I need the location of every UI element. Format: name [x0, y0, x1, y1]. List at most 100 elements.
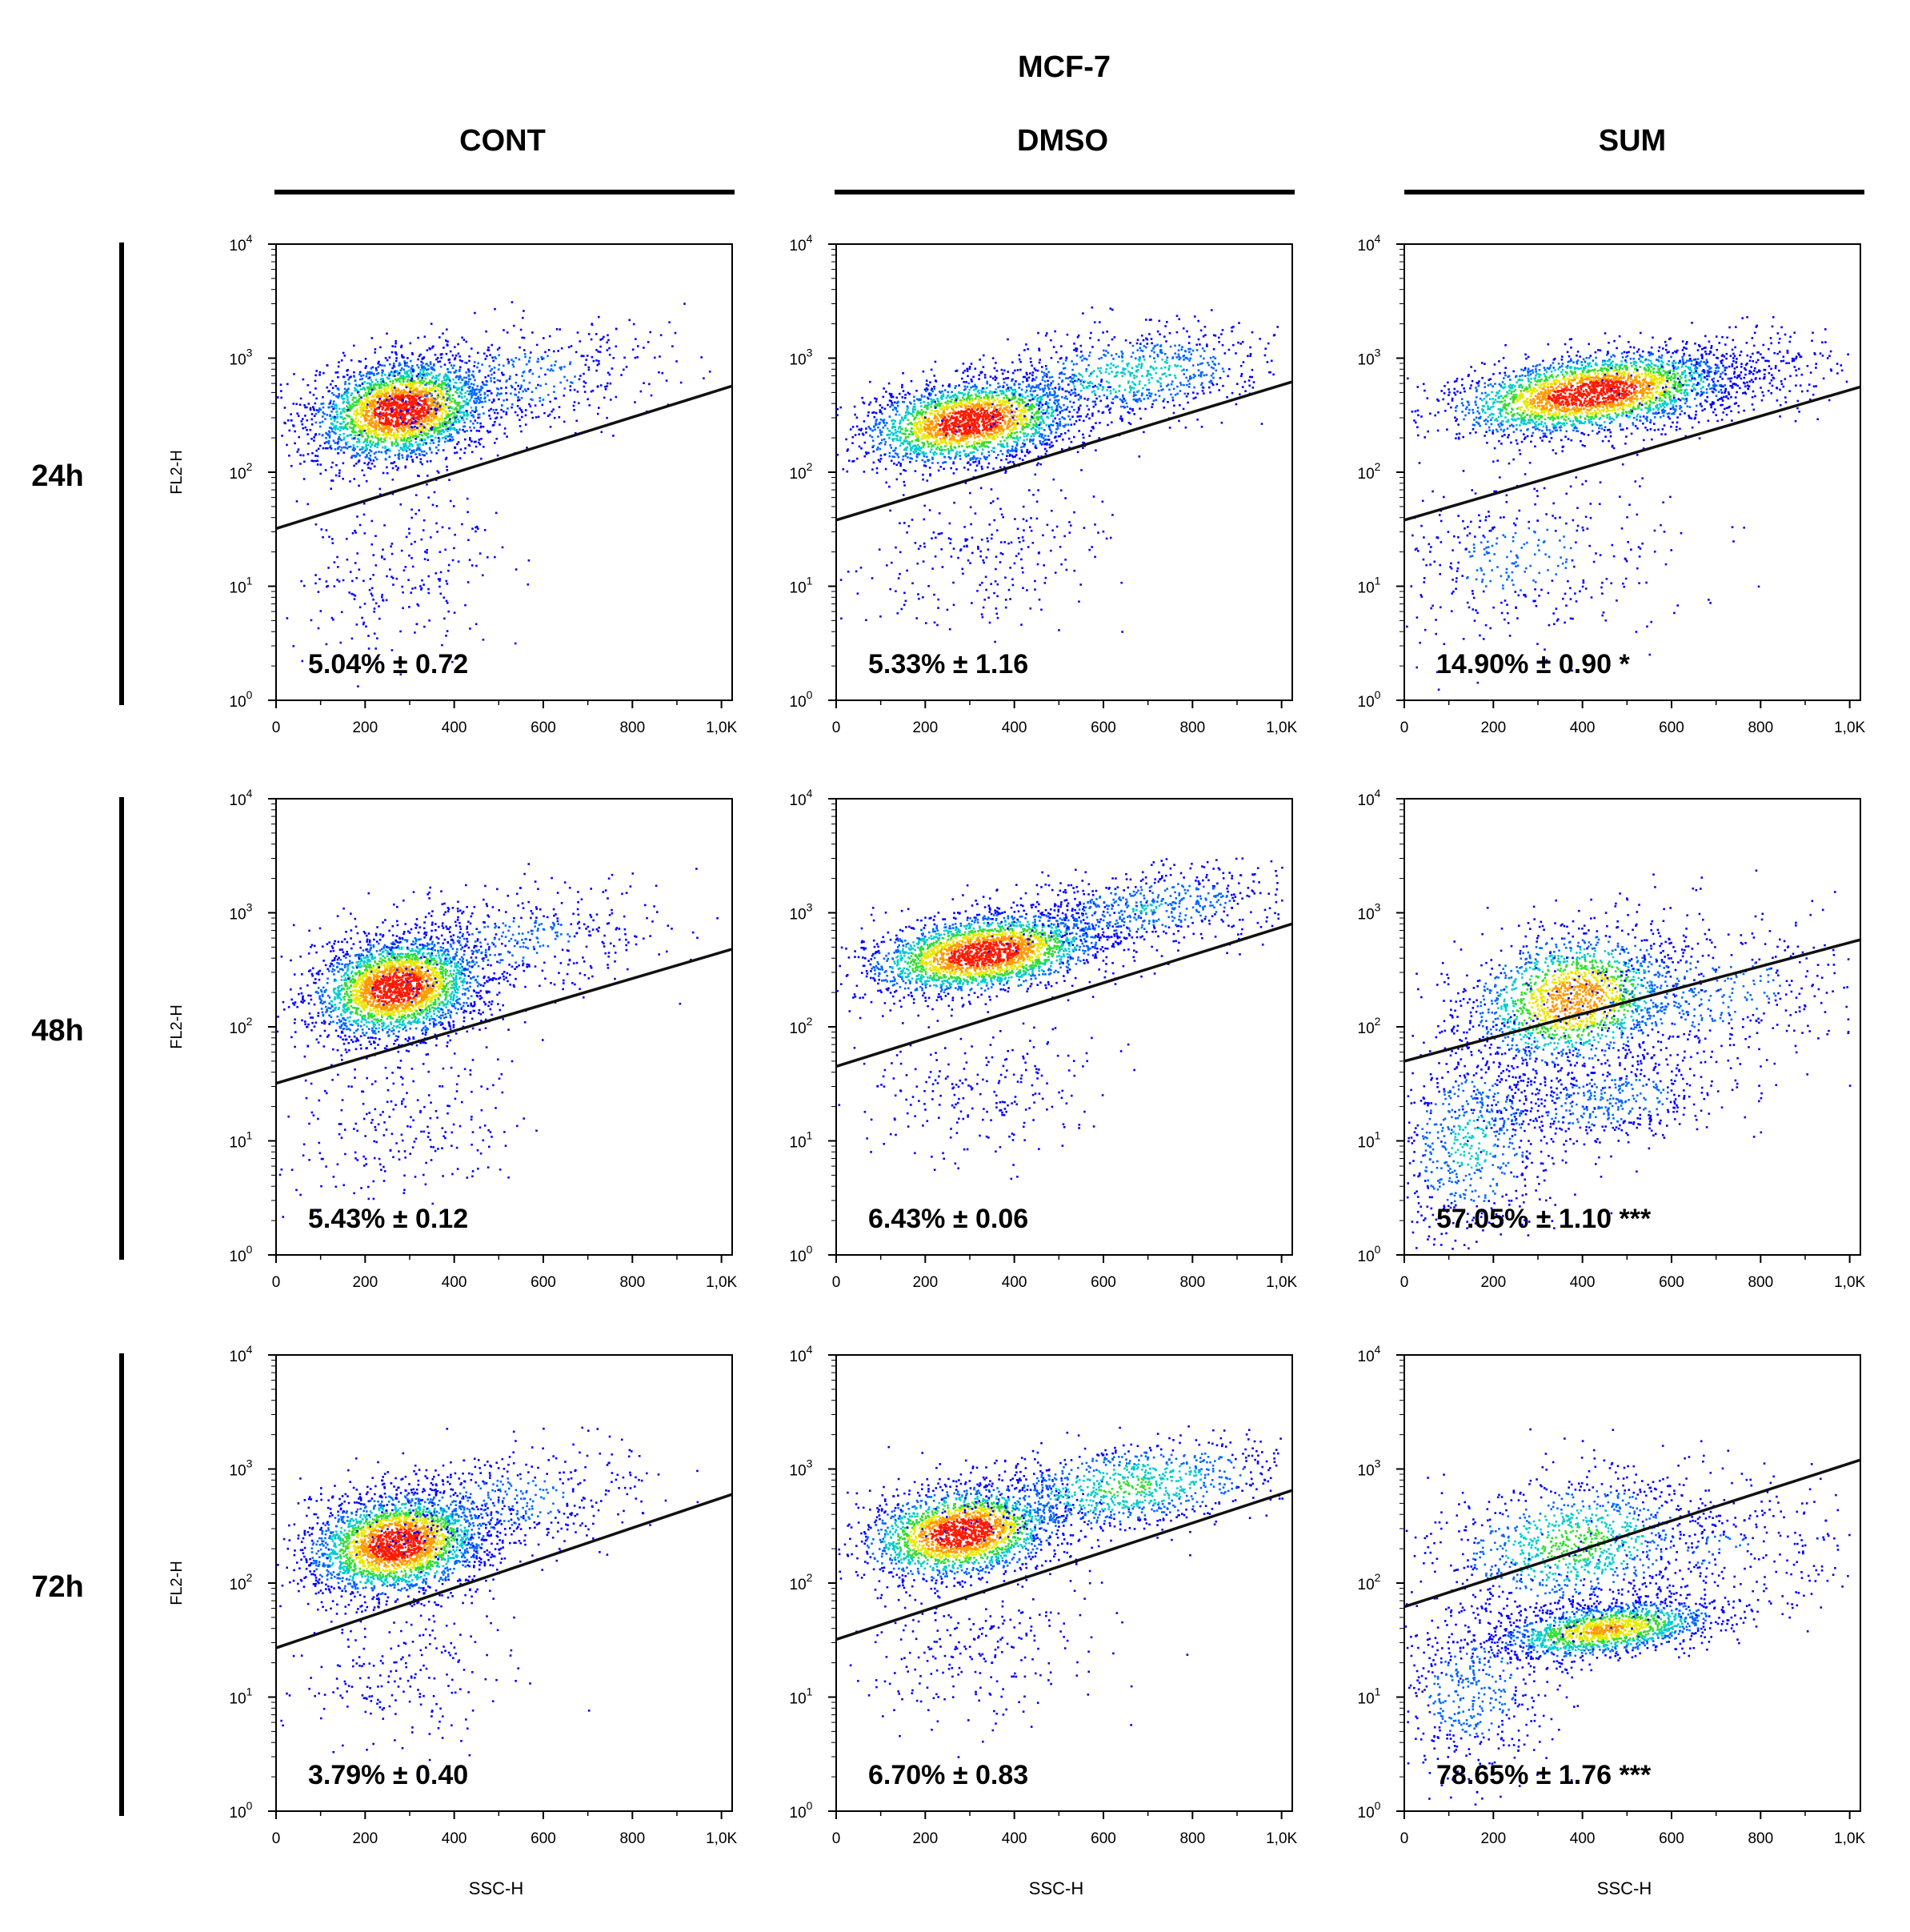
data-point: [455, 409, 458, 411]
data-point: [382, 378, 384, 381]
data-point: [379, 439, 382, 441]
data-point: [369, 446, 372, 448]
data-point: [477, 362, 479, 365]
data-point: [319, 472, 322, 475]
data-point: [354, 421, 357, 424]
data-point: [851, 426, 855, 428]
data-point: [346, 391, 350, 394]
data-point: [372, 421, 374, 424]
data-point: [446, 390, 448, 393]
data-point: [517, 396, 519, 399]
data-point: [355, 455, 358, 457]
data-point: [358, 429, 362, 432]
data-point: [524, 355, 527, 359]
data-point: [462, 404, 465, 407]
data-point: [328, 403, 330, 406]
data-point: [511, 359, 513, 361]
data-point: [904, 415, 907, 418]
data-point: [422, 356, 426, 359]
data-point: [390, 552, 394, 555]
data-point: [379, 411, 382, 414]
data-point: [367, 399, 370, 403]
data-point: [346, 374, 349, 376]
data-point: [406, 455, 409, 459]
data-point: [354, 387, 356, 390]
data-point: [411, 431, 414, 435]
data-point: [975, 427, 979, 430]
data-point: [412, 380, 414, 383]
data-point: [407, 419, 410, 422]
data-point: [404, 395, 407, 398]
data-point: [369, 459, 372, 462]
data-point: [421, 429, 423, 432]
data-point: [362, 409, 365, 412]
data-point: [390, 371, 393, 373]
data-point: [349, 571, 352, 573]
data-point: [439, 418, 442, 420]
data-point: [386, 433, 389, 435]
data-point: [418, 385, 421, 387]
data-point: [314, 459, 317, 463]
data-point: [338, 580, 341, 583]
data-point: [432, 364, 435, 367]
data-point: [358, 378, 362, 381]
data-point: [410, 395, 414, 398]
data-point: [570, 381, 572, 383]
data-point: [417, 604, 420, 607]
data-point: [446, 583, 449, 585]
data-point: [368, 419, 370, 422]
data-point: [952, 432, 955, 435]
data-point: [988, 392, 991, 395]
data-point: [429, 363, 432, 366]
data-point: [333, 427, 335, 430]
data-point: [363, 405, 366, 408]
data-point: [330, 423, 333, 425]
data-point: [396, 387, 399, 390]
data-point: [471, 527, 474, 530]
data-point: [1015, 447, 1017, 449]
data-point: [383, 403, 386, 405]
data-point: [891, 438, 895, 441]
data-point: [1056, 425, 1059, 427]
data-point: [393, 387, 396, 389]
data-point: [883, 387, 885, 390]
data-point: [1010, 429, 1012, 431]
data-point: [370, 381, 374, 383]
data-point: [386, 414, 389, 416]
data-point: [933, 405, 936, 407]
data-point: [558, 416, 561, 419]
data-point: [941, 396, 943, 399]
data-point: [982, 366, 985, 368]
data-point: [367, 422, 370, 425]
data-point: [448, 397, 451, 400]
data-point: [370, 419, 373, 421]
data-point: [394, 359, 398, 363]
data-point: [443, 399, 446, 402]
data-point: [891, 439, 895, 442]
data-point: [1051, 444, 1054, 447]
data-point: [902, 390, 905, 392]
data-point: [375, 458, 378, 461]
data-point: [338, 393, 341, 395]
data-point: [437, 379, 440, 381]
data-point: [386, 575, 388, 578]
data-point: [489, 370, 492, 372]
data-point: [385, 435, 388, 437]
data-point: [326, 440, 329, 443]
data-point: [409, 379, 411, 382]
data-point: [955, 421, 958, 424]
data-point: [362, 623, 365, 626]
data-point: [435, 423, 438, 425]
data-point: [966, 443, 968, 446]
data-point: [466, 383, 470, 386]
data-point: [418, 429, 422, 432]
data-point: [410, 439, 412, 442]
data-point: [987, 466, 989, 469]
stat-annotation: 5.04% ± 0.72: [308, 649, 468, 679]
data-point: [326, 584, 329, 587]
data-point: [566, 379, 569, 382]
data-point: [907, 419, 910, 421]
data-point: [879, 460, 881, 463]
data-point: [488, 399, 491, 402]
data-point: [980, 465, 983, 468]
